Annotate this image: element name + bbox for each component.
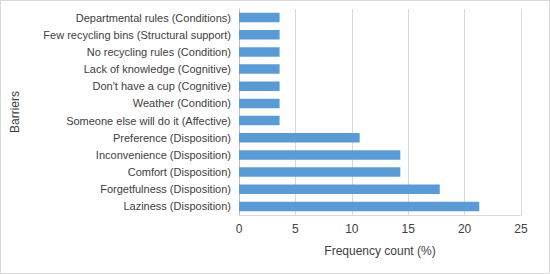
svg-text:Laziness (Disposition): Laziness (Disposition) [123, 200, 231, 212]
svg-text:Frequency count (%): Frequency count (%) [324, 244, 435, 258]
svg-text:Inconvenience (Disposition): Inconvenience (Disposition) [96, 149, 231, 161]
svg-text:Few recycling bins (Structural: Few recycling bins (Structural support) [43, 29, 231, 41]
svg-text:20: 20 [458, 222, 472, 236]
svg-text:15: 15 [402, 222, 416, 236]
svg-text:Preference (Disposition): Preference (Disposition) [113, 132, 231, 144]
svg-text:Comfort (Disposition): Comfort (Disposition) [128, 166, 231, 178]
svg-text:Forgetfulness (Disposition): Forgetfulness (Disposition) [100, 183, 231, 195]
svg-text:Barriers: Barriers [8, 91, 22, 133]
svg-text:Don't have a cup (Cognitive): Don't have a cup (Cognitive) [93, 80, 231, 92]
svg-text:10: 10 [345, 222, 359, 236]
svg-text:Lack of knowledge (Cognitive): Lack of knowledge (Cognitive) [84, 63, 231, 75]
svg-text:No recycling rules (Condition): No recycling rules (Condition) [87, 46, 231, 58]
svg-text:Weather (Condition): Weather (Condition) [133, 97, 231, 109]
svg-text:Someone else will do it (Affec: Someone else will do it (Affective) [66, 115, 231, 127]
svg-text:25: 25 [514, 222, 528, 236]
svg-text:5: 5 [292, 222, 299, 236]
svg-text:0: 0 [236, 222, 243, 236]
svg-text:Departmental rules (Conditions: Departmental rules (Conditions) [76, 12, 231, 24]
